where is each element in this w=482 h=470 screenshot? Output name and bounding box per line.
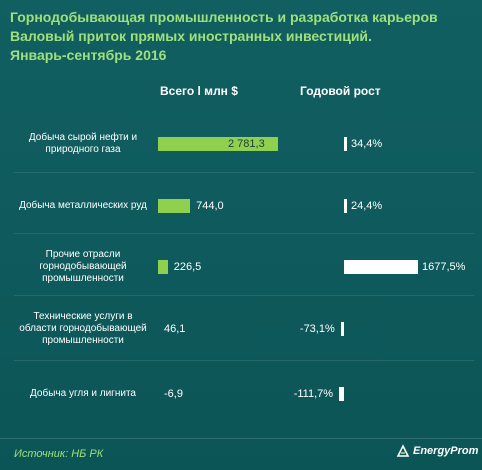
total-value-label: 46,1	[164, 323, 186, 335]
total-value-label: 744,0	[196, 200, 224, 212]
logo-mark-icon	[396, 444, 410, 457]
category-label: Прочие отрасли горнодобывающей промышлен…	[39, 249, 127, 284]
energyprom-logo: EnergyProm	[396, 444, 478, 458]
growth-value-label: 24,4%	[351, 200, 383, 212]
total-bar	[158, 260, 168, 274]
chart-title: Горнодобывающая промышленность и разрабо…	[10, 8, 472, 65]
growth-bar	[344, 199, 347, 213]
row-separator	[14, 172, 474, 173]
growth-bar	[344, 260, 418, 274]
growth-value-label: 1677,5%	[422, 261, 466, 273]
row-separator	[14, 295, 474, 296]
row-separator	[14, 360, 474, 361]
category-label: Технические услуги в области горнодобыва…	[19, 311, 147, 346]
total-value-label: 2 781,3	[228, 138, 265, 150]
row-separator	[14, 233, 474, 234]
total-value-label: -6,9	[164, 388, 183, 400]
category-label: Добыча сырой нефти и природного газа	[28, 132, 138, 155]
source-note: Источник: НБ РК	[14, 448, 104, 460]
logo-text: EnergyProm	[413, 445, 479, 457]
category-label: Добыча угля и лигнита	[30, 388, 136, 399]
growth-value-label: -111,7%	[293, 388, 334, 400]
growth-bar	[339, 387, 344, 401]
total-bar	[158, 137, 278, 151]
category-label: Добыча металлических руд	[19, 200, 147, 211]
total-value-label: 226,5	[173, 261, 202, 273]
total-column-header: Всего l млн $	[160, 84, 238, 98]
growth-column-header: Годовой рост	[300, 84, 381, 98]
title-line-2: Валовый приток прямых иностранных инвест…	[10, 28, 372, 44]
total-bar	[158, 199, 191, 213]
title-line-1: Горнодобывающая промышленность и разрабо…	[10, 9, 438, 25]
title-line-3: Январь-сентябрь 2016	[10, 47, 167, 63]
growth-bar	[344, 137, 347, 151]
growth-value-label: 34,4%	[351, 138, 383, 150]
footer-divider	[0, 438, 482, 439]
growth-value-label: -73,1%	[299, 323, 335, 335]
growth-bar	[340, 322, 344, 336]
